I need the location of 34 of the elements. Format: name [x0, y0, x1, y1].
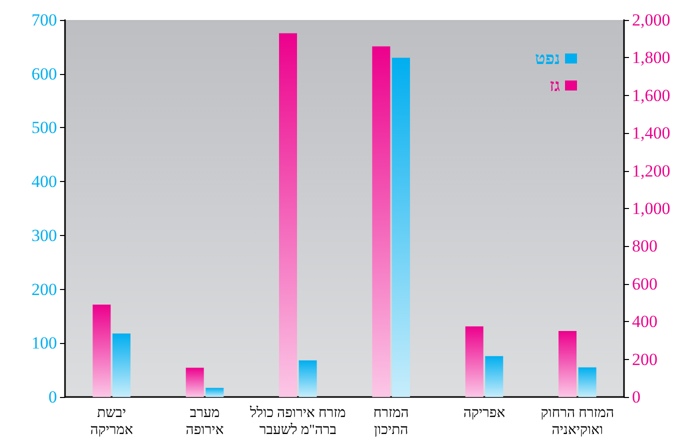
y2-tick-label: 1,600: [632, 86, 670, 105]
bar: [558, 331, 577, 397]
y-tick-label: 300: [32, 226, 57, 245]
y2-tick-label: 200: [632, 350, 658, 369]
x-tick-label: המזרח הרחוק ואוקיאניה: [540, 406, 614, 438]
y2-tick-label: 400: [632, 312, 658, 332]
y2-tick-label: 600: [632, 274, 658, 294]
bar: [279, 33, 298, 397]
y-tick-label: 500: [32, 118, 57, 138]
bar: [485, 356, 504, 397]
legend-label: נפט: [534, 49, 560, 68]
bar: [465, 326, 484, 397]
y2-tick-label: 1,200: [632, 161, 670, 180]
y2-tick-label: 800: [632, 236, 658, 256]
bar: [186, 368, 204, 397]
x-tick-label: מערב אירופה: [186, 406, 224, 438]
x-tick-label: מזרח אירופה כולל ברה"מ לשעבר: [249, 405, 346, 438]
y-tick-label: 400: [32, 172, 57, 192]
y-tick-label: 600: [32, 64, 57, 84]
x-tick-label: יבשת אמריקה: [90, 406, 133, 438]
y2-tick-label: 1,800: [632, 48, 670, 68]
y-tick-label: 0: [48, 388, 57, 406]
y-tick-label: 200: [32, 280, 57, 299]
legend-label: גז: [550, 76, 560, 95]
x-tick-label: המזרח התיכון: [373, 406, 409, 438]
y2-tick-label: 1,400: [632, 124, 670, 143]
bar: [298, 360, 317, 397]
y-tick-label: 100: [32, 334, 57, 353]
y2-tick-label: 1,000: [632, 199, 670, 218]
x-tick-label: אפריקה: [463, 406, 506, 421]
y2-tick-label: 0: [632, 388, 640, 406]
bar: [206, 388, 224, 397]
y-tick-label: 700: [32, 10, 57, 30]
y2-tick-label: 2,000: [632, 10, 670, 30]
